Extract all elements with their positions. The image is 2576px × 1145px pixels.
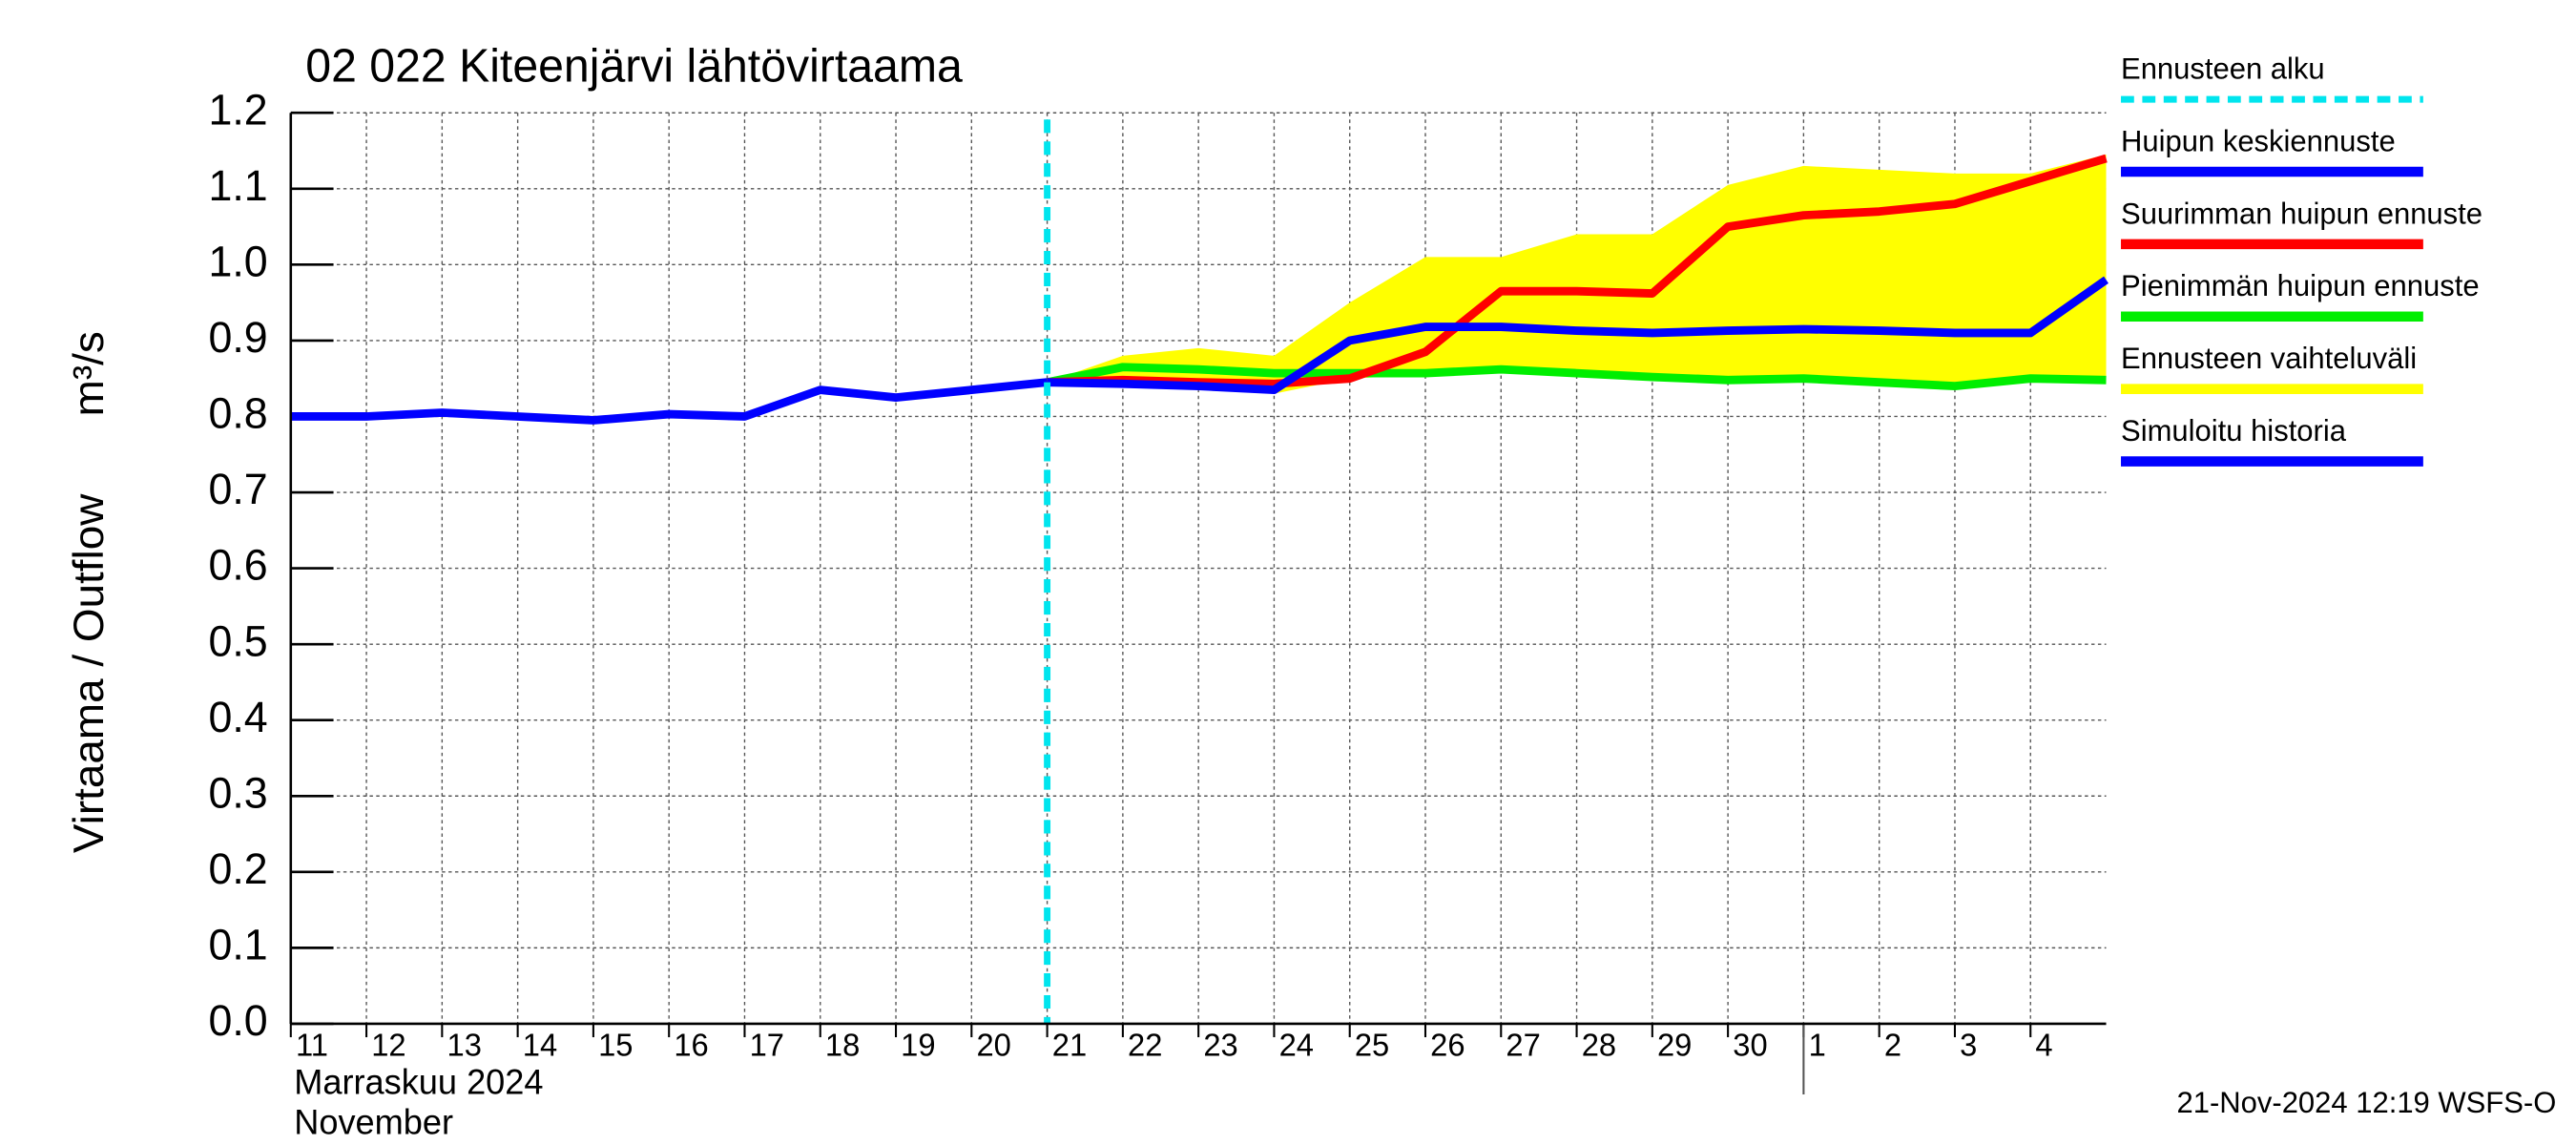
x-tick-label: 4 xyxy=(2035,1028,2052,1063)
x-tick-label: 14 xyxy=(523,1028,557,1063)
line-series xyxy=(1046,363,2107,391)
x-tick-label: 16 xyxy=(674,1028,708,1063)
x-tick-label: 1 xyxy=(1809,1028,1826,1063)
x-tick-label: 26 xyxy=(1430,1028,1465,1063)
x-tick-label: 21 xyxy=(1052,1028,1087,1063)
y-tick-label: 1.1 xyxy=(208,160,267,210)
x-tick-label: 27 xyxy=(1506,1028,1540,1063)
y-tick-label: 0.0 xyxy=(208,996,267,1046)
x-tick-label: 15 xyxy=(598,1028,633,1063)
x-tick-label: 2 xyxy=(1884,1028,1901,1063)
month-label-en: November xyxy=(294,1102,453,1141)
x-tick-label: 28 xyxy=(1582,1028,1616,1063)
chart-title: 02 022 Kiteenjärvi lähtövirtaama xyxy=(305,40,963,93)
y-tick-label: 1.2 xyxy=(208,85,267,135)
y-tick-label: 1.0 xyxy=(208,237,267,286)
y-tick-label: 0.5 xyxy=(208,616,267,666)
legend-label: Ennusteen vaihteluväli xyxy=(2121,342,2417,375)
x-tick-label: 13 xyxy=(447,1028,482,1063)
y-tick-label: 0.6 xyxy=(208,540,267,590)
y-tick-label: 0.7 xyxy=(208,465,267,514)
x-tick-label: 20 xyxy=(976,1028,1010,1063)
x-tick-label: 29 xyxy=(1657,1028,1692,1063)
y-tick-label: 0.8 xyxy=(208,388,267,438)
legend-label: Suurimman huipun ennuste xyxy=(2121,197,2483,230)
x-tick-label: 23 xyxy=(1203,1028,1237,1063)
x-tick-label: 17 xyxy=(750,1028,784,1063)
x-tick-label: 19 xyxy=(901,1028,935,1063)
line-series xyxy=(1047,154,2108,388)
legend-label: Huipun keskiennuste xyxy=(2121,124,2396,157)
y-tick-label: 0.4 xyxy=(208,692,267,741)
y-tick-label: 0.9 xyxy=(208,313,267,363)
x-tick-label: 3 xyxy=(1960,1028,1977,1063)
legend-label: Pienimmän huipun ennuste xyxy=(2121,269,2480,302)
y-axis-label: Virtaama / Outflow xyxy=(65,493,113,853)
x-tick-label: 25 xyxy=(1355,1028,1389,1063)
legend-label: Ennusteen alku xyxy=(2121,52,2325,85)
y-axis-unit: m³/s xyxy=(65,331,113,416)
x-tick-label: 30 xyxy=(1733,1028,1767,1063)
x-tick-label: 24 xyxy=(1279,1028,1314,1063)
x-tick-label: 22 xyxy=(1128,1028,1162,1063)
y-tick-label: 0.3 xyxy=(208,768,267,818)
timestamp: 21-Nov-2024 12:19 WSFS-O xyxy=(2176,1086,2556,1119)
y-tick-label: 0.2 xyxy=(208,843,267,893)
month-label: Marraskuu 2024 xyxy=(294,1062,543,1101)
x-tick-label: 12 xyxy=(371,1028,405,1063)
x-tick-label: 18 xyxy=(825,1028,860,1063)
y-tick-label: 0.1 xyxy=(208,920,267,969)
line-series xyxy=(1047,276,2109,395)
legend-label: Simuloitu historia xyxy=(2121,414,2346,448)
line-series xyxy=(290,378,1049,425)
x-tick-label: 11 xyxy=(296,1028,328,1063)
